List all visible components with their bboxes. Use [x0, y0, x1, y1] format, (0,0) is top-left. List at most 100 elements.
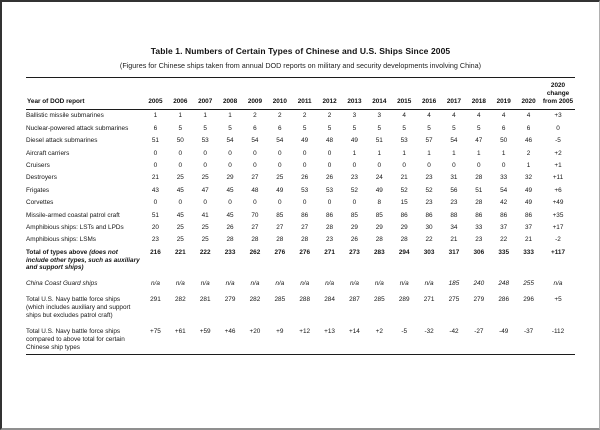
- cell: 21: [525, 236, 533, 244]
- table-row: Total U.S. Navy battle force ships compa…: [26, 322, 575, 354]
- cell: n/a: [399, 280, 409, 288]
- cell: 27: [276, 223, 284, 231]
- cell: 271: [423, 296, 435, 304]
- cell: 0: [352, 199, 357, 207]
- row-label: Diesel attack submarines: [26, 137, 98, 145]
- cell: +59: [199, 327, 211, 335]
- row-label: Destroyers: [26, 174, 57, 182]
- cell: 279: [224, 296, 236, 304]
- cell: 28: [226, 236, 234, 244]
- cell: 185: [448, 280, 460, 288]
- column-header: 2011: [292, 77, 318, 110]
- cell: 4: [477, 112, 481, 120]
- column-header: 2010: [267, 77, 293, 110]
- cell: 23: [450, 199, 458, 207]
- column-header: 2006: [167, 77, 193, 110]
- cell: 0: [452, 161, 456, 169]
- cell: 0: [153, 199, 158, 207]
- cell: 5: [302, 124, 307, 132]
- column-header: 2016: [416, 77, 442, 110]
- cell: 49: [525, 186, 533, 194]
- cell: 0: [477, 161, 481, 169]
- cell: 0: [203, 149, 207, 157]
- cell: 3: [377, 112, 382, 120]
- cell: +1: [554, 161, 562, 169]
- cell: 49: [375, 186, 383, 194]
- cell: 27: [251, 223, 259, 231]
- cell: 0: [377, 161, 382, 169]
- cell: 33: [475, 223, 483, 231]
- cell: 85: [276, 211, 284, 219]
- cell: 29: [350, 223, 358, 231]
- cell: 86: [500, 211, 508, 219]
- cell: 49: [350, 137, 358, 145]
- cell: 52: [400, 186, 408, 194]
- cell: 27: [251, 174, 259, 182]
- cell: 0: [228, 161, 232, 169]
- cell: 49: [276, 186, 284, 194]
- cell: 0: [253, 199, 257, 207]
- cell: 15: [400, 199, 408, 207]
- cell: 0: [427, 161, 431, 169]
- row-label: Nuclear-powered attack submarines: [26, 124, 129, 132]
- cell: 4: [501, 112, 506, 120]
- cell: 0: [327, 149, 332, 157]
- cell: 57: [425, 137, 433, 145]
- cell: 21: [400, 174, 408, 182]
- cell: 23: [425, 199, 433, 207]
- cell: 335: [498, 248, 510, 256]
- cell: 46: [525, 137, 533, 145]
- cell: 28: [475, 174, 483, 182]
- cell: 0: [327, 161, 332, 169]
- cell: 30: [425, 223, 433, 231]
- cell: 28: [326, 223, 334, 231]
- cell: 50: [176, 137, 184, 145]
- cell: 23: [326, 236, 334, 244]
- cell: 21: [450, 236, 458, 244]
- column-header: 2014: [366, 77, 392, 110]
- cell: 0: [153, 149, 158, 157]
- cell: 52: [425, 186, 433, 194]
- cell: 28: [276, 236, 284, 244]
- table-row: Nuclear-powered attack submarines 6 5 5 5 6 6 5…: [26, 122, 575, 134]
- cell: +2: [554, 149, 562, 157]
- row-label: Frigates: [26, 186, 50, 194]
- cell: -112: [551, 327, 565, 335]
- cell: 52: [350, 186, 358, 194]
- cell: 0: [178, 161, 183, 169]
- cell: 6: [501, 124, 506, 132]
- cell: 282: [249, 296, 261, 304]
- column-header: 2019: [491, 77, 517, 110]
- cell: 285: [274, 296, 286, 304]
- cell: 1: [228, 112, 232, 120]
- table-row: China Coast Guard ships n/a n/a n/a n/a n/a n/…: [26, 274, 575, 290]
- column-header: 2018: [466, 77, 492, 110]
- column-header: 2020 change from 2005: [541, 77, 575, 110]
- cell: +117: [550, 248, 566, 256]
- cell: 25: [201, 223, 209, 231]
- column-header: 2013: [342, 77, 367, 110]
- cell: 56: [450, 186, 458, 194]
- cell: 24: [375, 174, 383, 182]
- cell: 49: [525, 199, 533, 207]
- row-label: Total U.S. Navy battle force ships (whic…: [26, 296, 131, 319]
- cell: 0: [302, 199, 307, 207]
- cell: +13: [324, 327, 335, 335]
- cell: 1: [526, 161, 531, 169]
- cell: 23: [475, 236, 483, 244]
- cell: 1: [427, 149, 431, 157]
- column-header: Year of DOD report: [26, 77, 143, 110]
- cell: 0: [228, 199, 232, 207]
- cell: 296: [523, 296, 534, 304]
- cell: +49: [552, 199, 564, 207]
- cell: -42: [449, 327, 459, 335]
- cell: n/a: [275, 280, 285, 288]
- cell: 0: [556, 124, 560, 132]
- row-label: Total U.S. Navy battle force ships compa…: [26, 327, 125, 351]
- cell: n/a: [175, 280, 185, 288]
- cell: 86: [400, 211, 408, 219]
- cell: 5: [427, 124, 431, 132]
- cell: 287: [349, 296, 360, 304]
- cell: 248: [498, 280, 510, 288]
- cell: 275: [448, 296, 460, 304]
